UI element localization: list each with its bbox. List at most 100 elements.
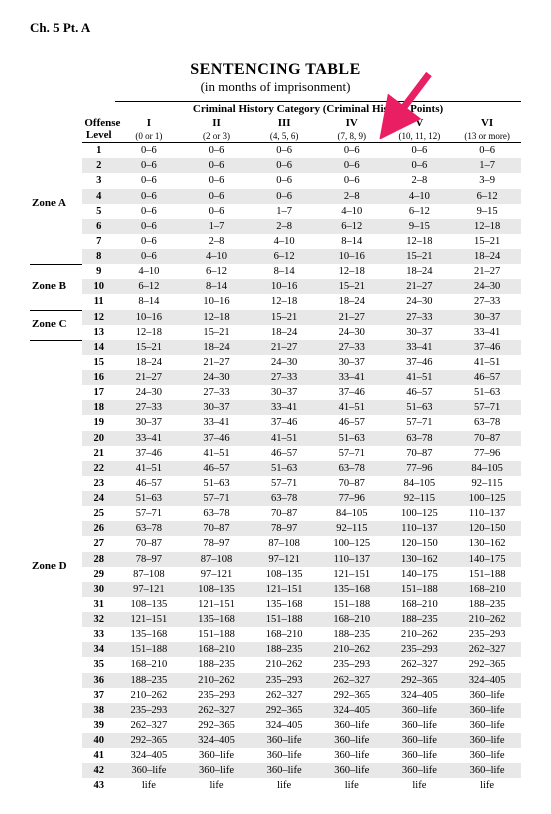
- offense-level: 33: [82, 627, 115, 642]
- sentence-cell: 108–135: [250, 567, 318, 582]
- table-row: 2878–9787–10897–121110–137130–162140–175: [30, 552, 521, 567]
- offense-level: 10: [82, 279, 115, 294]
- sentence-cell: 151–188: [453, 567, 521, 582]
- table-row: 2137–4641–5146–5757–7170–8777–96: [30, 446, 521, 461]
- sentence-cell: 100–125: [453, 491, 521, 506]
- sentence-cell: 37–46: [318, 385, 386, 400]
- sentence-cell: 24–30: [386, 294, 454, 309]
- sentence-cell: 210–262: [453, 612, 521, 627]
- sentence-cell: 360–life: [115, 763, 183, 778]
- sentence-cell: 100–125: [318, 536, 386, 551]
- sentence-cell: 360–life: [318, 718, 386, 733]
- sentence-cell: 41–51: [318, 400, 386, 415]
- table-row: 2987–10897–121108–135121–151140–175151–1…: [30, 567, 521, 582]
- sentence-cell: 0–6: [318, 143, 386, 159]
- sentence-cell: 37–46: [115, 446, 183, 461]
- sentence-cell: 10–16: [250, 279, 318, 294]
- sentence-cell: 78–97: [183, 536, 251, 551]
- offense-level: 16: [82, 370, 115, 385]
- sentence-cell: 135–168: [318, 582, 386, 597]
- sentence-cell: 210–262: [183, 673, 251, 688]
- sentence-cell: 30–37: [453, 310, 521, 325]
- sentence-cell: 135–168: [183, 612, 251, 627]
- sentence-cell: 15–21: [318, 279, 386, 294]
- sentence-cell: 41–51: [250, 431, 318, 446]
- sentence-cell: 63–78: [386, 431, 454, 446]
- offense-level: 22: [82, 461, 115, 476]
- sentence-cell: 121–151: [115, 612, 183, 627]
- table-row: Zone A10–60–60–60–60–60–6: [30, 143, 521, 159]
- offense-level: 2: [82, 158, 115, 173]
- offense-level: 38: [82, 703, 115, 718]
- points-header-2: (2 or 3): [183, 130, 251, 143]
- sentence-cell: 4–10: [115, 264, 183, 279]
- sentence-cell: 57–71: [453, 400, 521, 415]
- sentence-cell: 46–57: [453, 370, 521, 385]
- sentence-cell: 2–8: [250, 219, 318, 234]
- sentence-cell: 15–21: [453, 234, 521, 249]
- sentence-cell: 41–51: [386, 370, 454, 385]
- sentence-cell: 15–21: [115, 340, 183, 355]
- sentence-cell: 292–365: [250, 703, 318, 718]
- offense-level: 8: [82, 249, 115, 264]
- sentence-cell: 12–18: [386, 234, 454, 249]
- sentence-cell: 0–6: [115, 234, 183, 249]
- sentence-cell: 3–9: [453, 173, 521, 188]
- offense-level: 25: [82, 506, 115, 521]
- sentence-cell: 262–327: [453, 642, 521, 657]
- sentence-cell: 92–115: [453, 476, 521, 491]
- offense-level: 28: [82, 552, 115, 567]
- sentence-cell: 0–6: [115, 173, 183, 188]
- sentence-cell: 360–life: [183, 763, 251, 778]
- sentence-cell: 235–293: [386, 642, 454, 657]
- sentence-cell: 18–24: [115, 355, 183, 370]
- offense-level: 20: [82, 431, 115, 446]
- offense-level: 7: [82, 234, 115, 249]
- table-row: 70–62–84–108–1412–1815–21: [30, 234, 521, 249]
- sentence-cell: 324–405: [115, 748, 183, 763]
- table-row: 41324–405360–life360–life360–life360–lif…: [30, 748, 521, 763]
- zone-label-a: Zone A: [30, 143, 82, 265]
- offense-level: 14: [82, 340, 115, 355]
- table-row: 2557–7163–7870–8784–105100–125110–137: [30, 506, 521, 521]
- offense-level: 30: [82, 582, 115, 597]
- offense-level: 39: [82, 718, 115, 733]
- table-row: 34151–188168–210188–235210–262235–293262…: [30, 642, 521, 657]
- sentence-cell: 57–71: [115, 506, 183, 521]
- offense-level: 17: [82, 385, 115, 400]
- sentence-cell: 121–151: [250, 582, 318, 597]
- sentence-cell: 121–151: [318, 567, 386, 582]
- sentence-cell: 235–293: [183, 688, 251, 703]
- sentence-cell: 78–97: [115, 552, 183, 567]
- sentence-cell: 188–235: [453, 597, 521, 612]
- offense-level: 36: [82, 673, 115, 688]
- table-row: 118–1410–1612–1818–2424–3027–33: [30, 294, 521, 309]
- sentence-cell: 63–78: [453, 415, 521, 430]
- table-row: 38235–293262–327292–365324–405360–life36…: [30, 703, 521, 718]
- table-row: 33135–168151–188168–210188–235210–262235…: [30, 627, 521, 642]
- sentence-cell: 110–137: [386, 521, 454, 536]
- sentence-cell: 235–293: [115, 703, 183, 718]
- sentence-cell: 6–12: [183, 264, 251, 279]
- sentence-cell: 188–235: [183, 657, 251, 672]
- table-title: SENTENCING TABLE: [30, 61, 521, 79]
- sentence-cell: 168–210: [183, 642, 251, 657]
- category-header-3: III: [250, 116, 318, 130]
- sentence-cell: 0–6: [183, 204, 251, 219]
- sentence-cell: 77–96: [318, 491, 386, 506]
- sentence-cell: 324–405: [453, 673, 521, 688]
- sentence-cell: 63–78: [250, 491, 318, 506]
- points-header-6: (13 or more): [453, 130, 521, 143]
- sentence-cell: 15–21: [250, 310, 318, 325]
- category-header-4: IV: [318, 116, 386, 130]
- offense-level: 18: [82, 400, 115, 415]
- sentence-cell: 57–71: [183, 491, 251, 506]
- sentence-cell: 12–18: [183, 310, 251, 325]
- offense-level: 31: [82, 597, 115, 612]
- sentence-cell: 360–life: [453, 688, 521, 703]
- sentence-cell: 41–51: [453, 355, 521, 370]
- sentence-cell: 8–14: [250, 264, 318, 279]
- sentence-cell: 324–405: [386, 688, 454, 703]
- sentence-cell: 78–97: [250, 521, 318, 536]
- sentence-cell: 140–175: [386, 567, 454, 582]
